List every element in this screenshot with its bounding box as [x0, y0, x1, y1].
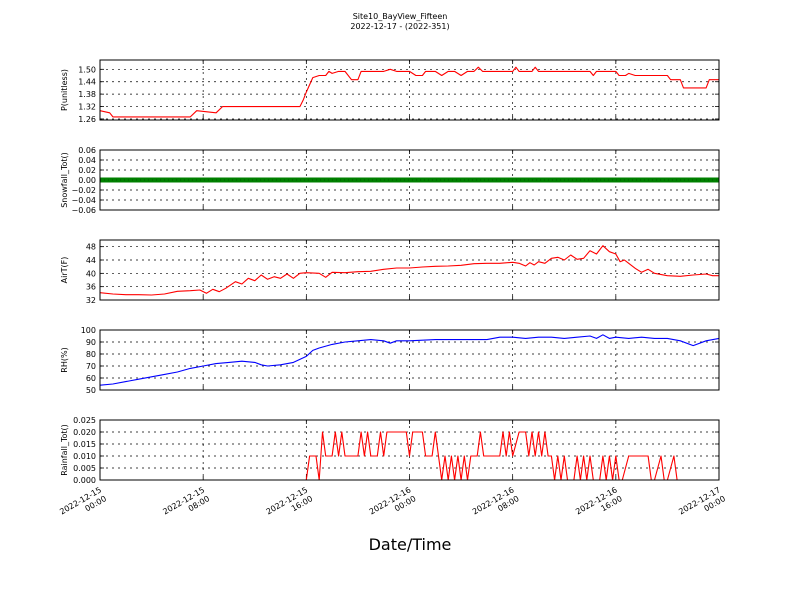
panel-1: 1.26 1.32 1.38 1.44 1.50 P(unitless)	[60, 59, 720, 124]
y-tick-label: 36	[86, 283, 96, 292]
y-tick-label: 0.000	[73, 476, 96, 485]
y-tick-label: 0.06	[78, 146, 96, 155]
chart-title: Site10_BayView_Fifteen	[353, 12, 448, 21]
y-tick-label: 44	[86, 256, 96, 265]
y-tick-label: 0.04	[78, 156, 96, 165]
y-tick-label: 50	[86, 386, 96, 395]
y-tick-label: 32	[86, 296, 96, 305]
y-tick-label: 60	[86, 374, 96, 383]
y-tick-label: −0.02	[71, 186, 96, 195]
y-tick-label: 0.005	[73, 464, 96, 473]
x-axis-label: Date/Time	[369, 535, 452, 554]
axes-frame	[99, 239, 720, 301]
y-tick-label: 1.26	[78, 115, 96, 124]
y-axis-label: P(unitless)	[60, 69, 69, 111]
y-tick-label: 40	[86, 269, 96, 278]
y-tick-label: 0.025	[73, 416, 96, 425]
y-tick-label: 1.38	[78, 90, 96, 99]
y-tick-label: −0.06	[71, 206, 96, 215]
panel-5: 0.000 0.005 0.010 0.015 0.020 0.025 Rainfall_T…	[60, 416, 720, 485]
y-tick-label: 90	[86, 338, 96, 347]
y-tick-label: 0.015	[73, 440, 96, 449]
series-line	[99, 334, 720, 386]
y-tick-label: 0.020	[73, 428, 96, 437]
y-tick-label: 1.50	[78, 65, 96, 74]
y-tick-label: 0.02	[78, 166, 96, 175]
y-tick-label: −0.04	[71, 196, 96, 205]
series-line	[99, 245, 719, 296]
y-tick-label: 1.44	[78, 78, 96, 87]
axes-frame	[99, 149, 720, 211]
series-line	[100, 431, 719, 481]
y-axis-label: RH(%)	[60, 347, 69, 372]
chart-subtitle: 2022-12-17 - (2022-351)	[350, 22, 449, 31]
y-tick-label: 48	[86, 243, 96, 252]
y-tick-label: 70	[86, 362, 96, 371]
y-axis-label: Snowfall_Tot()	[60, 152, 69, 208]
panel-3: 32 36 40 44 48 AirT(F)	[60, 239, 720, 305]
panel-2: −0.06−0.04−0.020.000.020.040.06 Snowfall_…	[60, 146, 720, 215]
y-axis-label: AirT(F)	[60, 257, 69, 284]
y-axis-label: Rainfall_Tot()	[60, 424, 69, 476]
axes-frame	[99, 329, 720, 391]
series-line	[99, 66, 719, 118]
panel-4: 50 60 70 80 90 100 RH(%)	[60, 326, 720, 395]
y-tick-label: 100	[81, 326, 96, 335]
panels: 1.261.321.381.441.50P(unitless)−0.06−0.0…	[60, 59, 720, 485]
y-tick-label: 1.32	[78, 103, 96, 112]
y-tick-label: 80	[86, 350, 96, 359]
axes-frame	[99, 59, 720, 121]
y-tick-label: 0.00	[78, 176, 96, 185]
axes-frame	[99, 419, 720, 481]
y-tick-label: 0.010	[73, 452, 96, 461]
